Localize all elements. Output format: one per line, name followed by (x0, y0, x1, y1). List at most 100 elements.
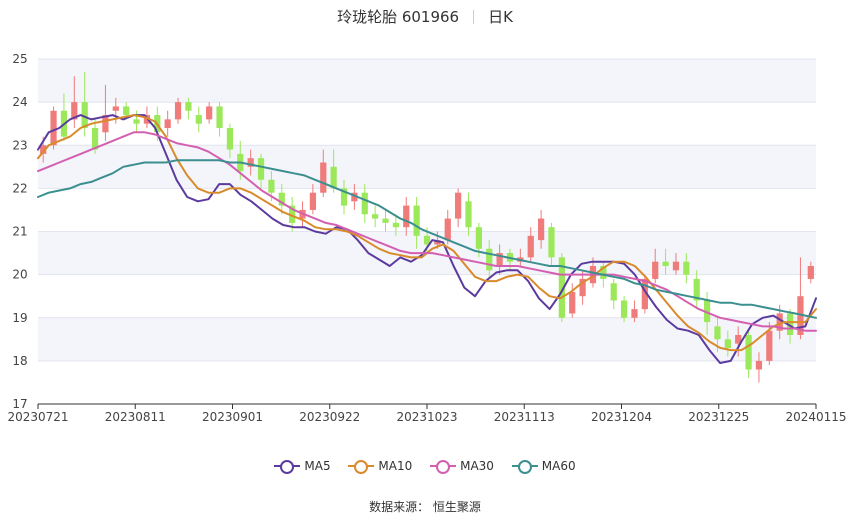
legend-item-ma30[interactable]: MA30 (430, 459, 494, 474)
data-source: 数据来源： 恒生聚源 (369, 500, 481, 514)
candle-body (465, 201, 472, 228)
candle-body (102, 115, 109, 133)
candle-down (620, 296, 628, 323)
candle-up (206, 102, 213, 124)
candle-down (724, 330, 731, 357)
candle-body (320, 162, 327, 193)
x-tick-label: 20231113 (494, 410, 555, 424)
chart-header: 玲珑轮胎 601966 日K (0, 6, 850, 27)
y-tick-label: 23 (12, 138, 27, 152)
candle-down (133, 110, 140, 133)
candle-body (496, 253, 503, 266)
legend-label: MA60 (541, 459, 576, 473)
candle-body (672, 261, 680, 271)
x-tick-label: 20231023 (396, 410, 457, 424)
legend-label: MA30 (460, 459, 494, 473)
candle-up (652, 248, 659, 284)
candle-body (278, 192, 285, 206)
candle-down (465, 192, 472, 236)
series-line-ma60 (37, 159, 817, 319)
candle-body (652, 261, 659, 279)
candle-up (537, 209, 545, 249)
candle-body (558, 257, 565, 318)
candle-up (164, 110, 171, 137)
candle-body (755, 360, 763, 370)
candle-body (206, 106, 213, 120)
candle-body (403, 205, 410, 228)
candle-body (631, 309, 638, 318)
x-axis: 20230721 20230811 20230901 20230922 20231023… (7, 403, 847, 424)
candle-body (475, 227, 482, 249)
candle-body (133, 119, 140, 124)
legend: MA5 MA10 MA30 MA60 (0, 459, 850, 474)
candle-body (786, 313, 794, 335)
x-tick-label: 20231204 (591, 410, 652, 424)
candle-body (309, 192, 317, 210)
candle-down (683, 253, 690, 284)
candle-body (91, 128, 99, 150)
candle-down (693, 270, 700, 310)
period-label: 日K (488, 8, 513, 26)
plot-band (38, 59, 816, 103)
moving-average-lines (37, 114, 817, 364)
candle-up (247, 149, 254, 176)
candle-body (50, 110, 57, 146)
x-tick-label: 20231225 (688, 410, 749, 424)
candle-body (724, 339, 731, 348)
candle-up (309, 184, 317, 215)
y-tick-label: 20 (12, 268, 27, 282)
legend-label: MA10 (378, 459, 413, 473)
candle-body (123, 106, 130, 116)
candle-down (185, 97, 192, 120)
candle-body (226, 128, 234, 150)
candle-body (351, 192, 358, 202)
candle-body (548, 227, 555, 258)
candle-down (226, 123, 234, 159)
y-tick-label: 22 (12, 181, 27, 195)
candle-body (185, 102, 192, 111)
candle-down (257, 153, 265, 189)
legend-item-ma60[interactable]: MA60 (511, 459, 576, 474)
candle-body (81, 102, 88, 128)
series-line-ma30 (37, 131, 817, 332)
candle-body (766, 330, 773, 361)
candle-body (735, 335, 742, 344)
plot-background (38, 59, 816, 361)
candle-body (340, 188, 348, 206)
y-tick-label: 25 (12, 52, 27, 66)
candle-up (527, 227, 534, 262)
candle-body (40, 145, 47, 154)
candle-body (330, 166, 337, 189)
legend-label: MA5 (304, 459, 331, 473)
candle-up (403, 197, 410, 236)
candle-body (361, 192, 368, 215)
title-separator (473, 10, 475, 24)
candle-body (372, 214, 379, 219)
candle-down (382, 209, 389, 232)
candle-down (745, 330, 752, 379)
candle-up (102, 84, 109, 141)
candle-body (600, 266, 607, 279)
candle-body (693, 278, 700, 301)
candle-down (278, 184, 285, 215)
candle-body (714, 326, 721, 340)
candle-up (444, 209, 451, 245)
candle-body (195, 115, 202, 124)
candle-down (662, 248, 669, 275)
y-tick-label: 24 (12, 95, 27, 109)
candle-body (257, 158, 265, 180)
chart-title: 玲珑轮胎 601966 (337, 8, 460, 26)
candle-up (71, 76, 78, 128)
candle-body (247, 158, 254, 167)
candle-body (71, 102, 78, 120)
y-tick-label: 17 (12, 397, 27, 411)
legend-item-ma5[interactable]: MA5 (274, 459, 331, 474)
candle-body (455, 192, 462, 219)
x-tick-label: 20240115 (785, 410, 846, 424)
legend-item-ma10[interactable]: MA10 (348, 459, 413, 474)
candle-up (496, 244, 503, 275)
candle-down (486, 240, 493, 279)
candle-up (755, 352, 763, 383)
candle-body (289, 205, 296, 223)
